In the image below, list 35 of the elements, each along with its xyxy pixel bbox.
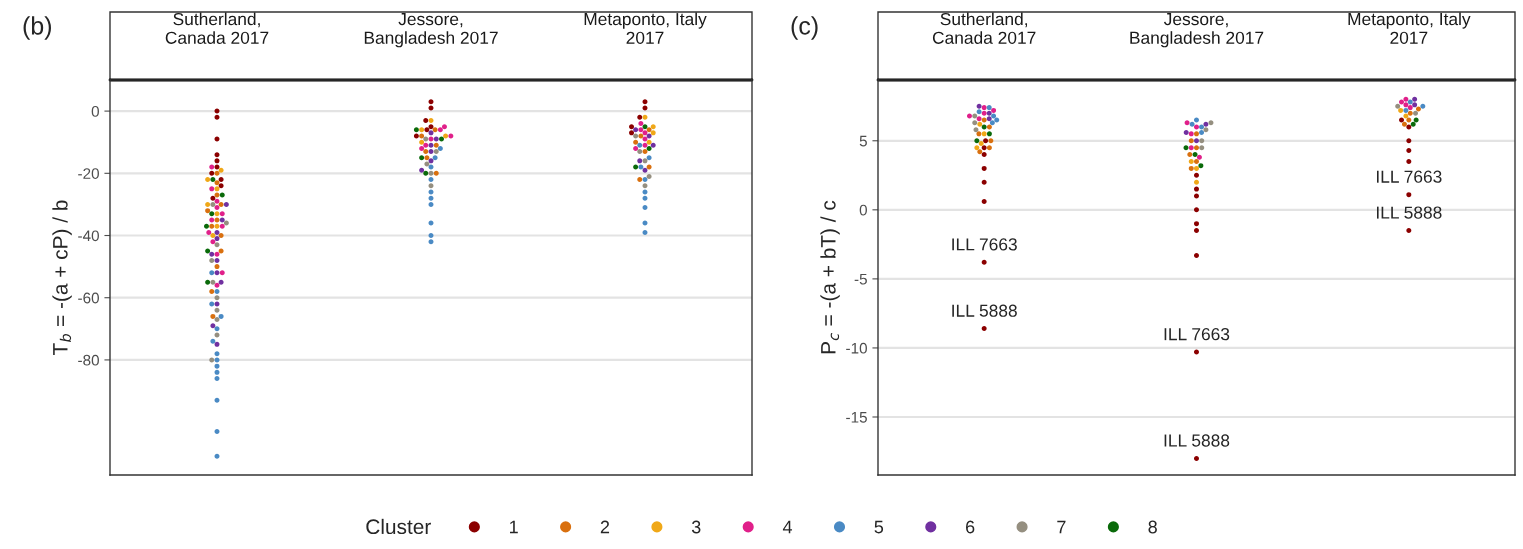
x-tick-label: Sutherland, Canada 2017 bbox=[932, 12, 1036, 44]
text: (c) bbox=[791, 16, 818, 40]
legend-label: 7 bbox=[1057, 520, 1066, 534]
y-tick-label: -60 bbox=[78, 292, 99, 304]
legend-label: 6 bbox=[966, 520, 975, 534]
annotation: ILL 7663 bbox=[952, 238, 1017, 251]
annotation: ILL 5888 bbox=[952, 304, 1017, 317]
y-tick-label: 0 bbox=[91, 105, 99, 117]
x-tick-label: Jessore, Bangladesh 2017 bbox=[364, 13, 498, 48]
legend-label: 2 bbox=[600, 520, 610, 534]
legend-label: 5 bbox=[874, 520, 884, 534]
x-tick-label: Metaponto, Italy 2017 bbox=[1348, 12, 1471, 44]
legend-title: Cluster bbox=[366, 518, 431, 535]
y-tick-label: -20 bbox=[78, 168, 99, 179]
y-tick-label: -80 bbox=[78, 354, 99, 366]
legend-label: 8 bbox=[1148, 520, 1157, 534]
y-tick-label: -40 bbox=[78, 230, 99, 242]
y-tick-label: -5 bbox=[854, 273, 867, 285]
y-tick-label: -10 bbox=[846, 342, 867, 354]
y-axis-title: T$_{b}$ = -(a + cP) / b bbox=[52, 200, 72, 356]
text: (b) bbox=[23, 16, 51, 40]
x-tick-label: Jessore, Bangladesh 2017 bbox=[1130, 13, 1264, 48]
y-tick-label: -15 bbox=[846, 412, 867, 423]
legend-label: 4 bbox=[782, 520, 793, 534]
annotation: ILL 5888 bbox=[1164, 434, 1230, 447]
y-tick-label: 5 bbox=[859, 135, 867, 147]
y-tick-label: 0 bbox=[859, 204, 867, 216]
x-tick-label: Metaponto, Italy 2017 bbox=[584, 12, 707, 44]
x-tick-label: Sutherland, Canada 2017 bbox=[165, 12, 269, 44]
annotation: ILL 7663 bbox=[1164, 328, 1230, 341]
annotation: ILL 5888 bbox=[1376, 206, 1442, 219]
legend-label: 1 bbox=[510, 520, 518, 534]
annotation: ILL 7663 bbox=[1376, 170, 1442, 183]
legend-label: 3 bbox=[691, 520, 701, 534]
y-axis-title: P$_{c}$ = -(a + bT) / c bbox=[820, 200, 840, 354]
